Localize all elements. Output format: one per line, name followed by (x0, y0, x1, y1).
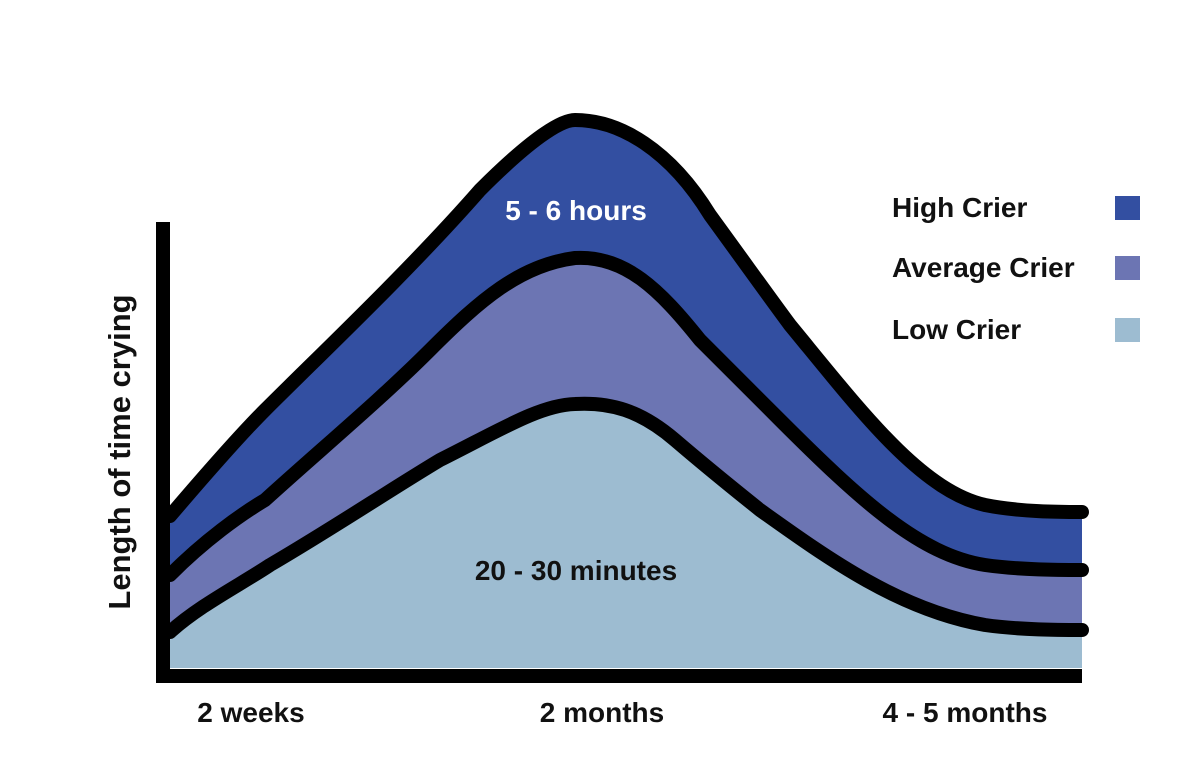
legend-label-average-crier: Average Crier (892, 252, 1075, 283)
legend-swatch-low-crier (1115, 318, 1140, 342)
legend: High Crier Average Crier Low Crier (892, 192, 1140, 345)
curve-outlines (163, 113, 1089, 639)
x-tick-label-4-5-months: 4 - 5 months (883, 697, 1048, 728)
legend-label-low-crier: Low Crier (892, 314, 1021, 345)
outline-low-crier (163, 396, 1089, 639)
legend-label-high-crier: High Crier (892, 192, 1027, 223)
annotation-high-crier: 5 - 6 hours (505, 195, 647, 226)
outline-high-crier (163, 113, 1089, 523)
legend-swatch-high-crier (1115, 196, 1140, 220)
x-tick-label-2-months: 2 months (540, 697, 664, 728)
x-tick-label-2-weeks: 2 weeks (197, 697, 304, 728)
y-axis-label: Length of time crying (102, 294, 137, 609)
legend-swatch-average-crier (1115, 256, 1140, 280)
outline-average-crier (163, 250, 1089, 582)
annotation-low-crier: 20 - 30 minutes (475, 555, 677, 586)
area-low-crier (170, 403, 1082, 668)
